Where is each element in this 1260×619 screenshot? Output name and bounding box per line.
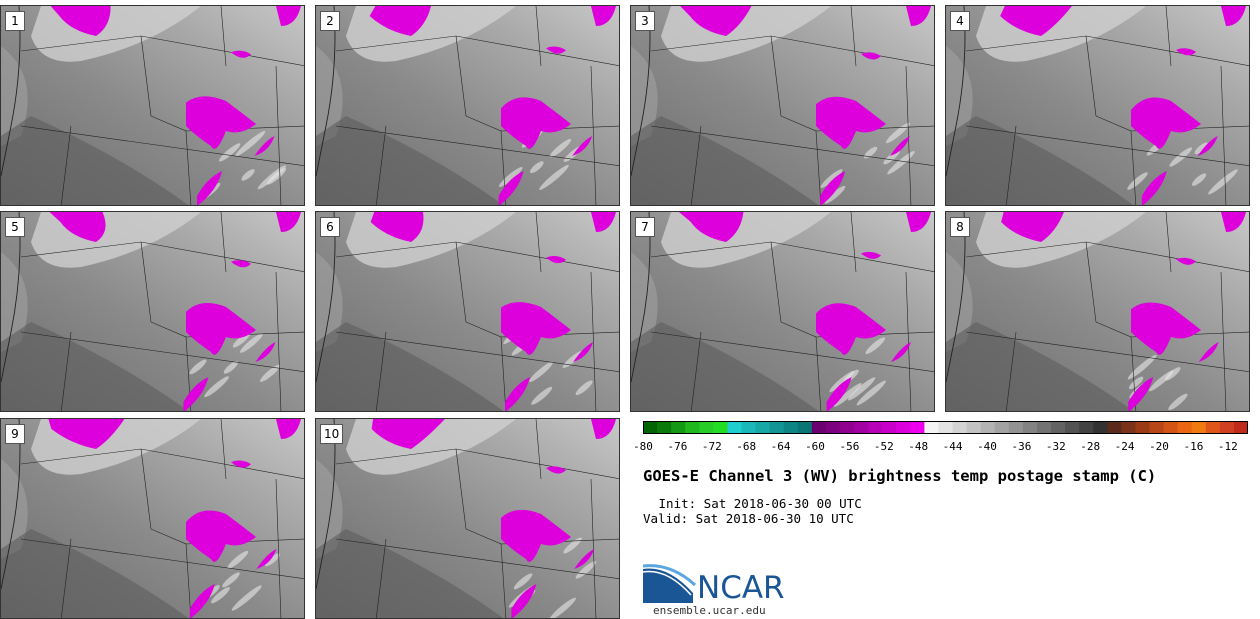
colorbar-swatch xyxy=(896,421,911,434)
valid-time: Valid: Sat 2018-06-30 10 UTC xyxy=(643,511,854,526)
colorbar-tick-label: -44 xyxy=(942,440,963,453)
panel-number-label: 5 xyxy=(5,217,25,237)
colorbar-swatch xyxy=(910,421,925,434)
colorbar-swatch xyxy=(924,421,939,434)
colorbar-swatch xyxy=(1149,421,1165,434)
colorbar-swatch xyxy=(1093,421,1108,434)
colorbar-swatch xyxy=(699,421,714,434)
colorbar-swatch xyxy=(1233,421,1248,434)
colorbar-swatch xyxy=(980,421,996,434)
colorbar-swatch xyxy=(1191,421,1207,434)
colorbar-tick-labels: -80 -76 -72 -68 -64 -60 -56 -52 -48 -44 -40 -36 -32 -… xyxy=(633,440,1255,456)
colorbar-swatch xyxy=(1065,421,1080,434)
panel-number-label: 3 xyxy=(635,11,655,31)
colorbar-tick-label: -36 xyxy=(1011,440,1032,453)
colorbar-swatch xyxy=(685,421,700,434)
colorbar-swatch xyxy=(713,421,728,434)
ncar-logo-text: NCAR xyxy=(697,570,785,606)
colorbar-swatch xyxy=(741,421,757,434)
colorbar-swatch xyxy=(769,421,785,434)
colorbar-swatch xyxy=(1219,421,1235,434)
panel-number-label: 1 xyxy=(5,11,25,31)
panel-number-label: 8 xyxy=(950,217,970,237)
colorbar-tick-label: -28 xyxy=(1080,440,1101,453)
colorbar-swatch xyxy=(1008,421,1024,434)
map-panel: 5 xyxy=(0,211,305,412)
colorbar-tick-label: -72 xyxy=(701,440,722,453)
map-panel: 4 xyxy=(945,5,1250,206)
colorbar-tick-label: -24 xyxy=(1114,440,1135,453)
colorbar-swatch xyxy=(1079,421,1094,434)
colorbar-swatch xyxy=(727,421,742,434)
colorbar-swatch xyxy=(868,421,883,434)
colorbar-swatch xyxy=(1121,421,1136,434)
panel-number-label: 10 xyxy=(320,424,344,444)
panel-number-label: 2 xyxy=(320,11,340,31)
map-panel: 1 xyxy=(0,5,305,206)
colorbar-swatch xyxy=(783,421,799,434)
ncar-logo-icon xyxy=(643,564,697,603)
colorbar-swatch xyxy=(1107,421,1122,434)
colorbar-tick-label: -48 xyxy=(908,440,929,453)
colorbar-swatch xyxy=(882,421,897,434)
colorbar-tick-label: -32 xyxy=(1045,440,1066,453)
colorbar-tick-label: -52 xyxy=(873,440,894,453)
colorbar-tick-label: -40 xyxy=(977,440,997,453)
colorbar-swatch xyxy=(1205,421,1221,434)
panel-number-label: 4 xyxy=(950,11,970,31)
colorbar-swatch xyxy=(643,421,658,434)
map-panel: 2 xyxy=(315,5,620,206)
colorbar-tick-label: -80 xyxy=(633,440,653,453)
colorbar-swatch xyxy=(1036,421,1052,434)
colorbar-swatch xyxy=(1051,421,1066,434)
colorbar-swatch xyxy=(966,421,982,434)
panel-number-label: 7 xyxy=(635,217,655,237)
panel-number-label: 6 xyxy=(320,217,340,237)
figure-title: GOES-E Channel 3 (WV) brightness temp po… xyxy=(643,467,1157,485)
colorbar-tick-label: -12 xyxy=(1217,440,1238,453)
colorbar-swatch xyxy=(839,421,855,434)
colorbar-tick-label: -16 xyxy=(1183,440,1204,453)
map-panel: 7 xyxy=(630,211,935,412)
map-panel: 9 xyxy=(0,418,305,619)
colorbar-swatch xyxy=(938,421,954,434)
colorbar-swatch xyxy=(755,421,771,434)
colorbar-tick-label: -60 xyxy=(805,440,825,453)
panel-number-label: 9 xyxy=(5,424,25,444)
colorbar xyxy=(643,421,1248,434)
colorbar-tick-label: -68 xyxy=(736,440,757,453)
colorbar-swatch xyxy=(854,421,869,434)
colorbar-swatch xyxy=(952,421,968,434)
colorbar-tick-label: -56 xyxy=(839,440,860,453)
map-panel: 3 xyxy=(630,5,935,206)
colorbar-swatch xyxy=(994,421,1010,434)
colorbar-swatch xyxy=(1022,421,1038,434)
colorbar-swatch xyxy=(811,421,827,434)
colorbar-swatch xyxy=(1163,421,1179,434)
colorbar-swatch xyxy=(797,421,813,434)
init-time: Init: Sat 2018-06-30 00 UTC xyxy=(651,496,862,511)
website-text: ensemble.ucar.edu xyxy=(653,604,766,617)
colorbar-tick-label: -20 xyxy=(1149,440,1169,453)
map-panel: 10 xyxy=(315,418,620,619)
colorbar-swatch xyxy=(657,421,672,434)
colorbar-swatch xyxy=(1135,421,1151,434)
colorbar-tick-label: -76 xyxy=(667,440,688,453)
colorbar-swatch xyxy=(825,421,841,434)
colorbar-tick-label: -64 xyxy=(770,440,791,453)
map-panel: 8 xyxy=(945,211,1250,412)
map-panel: 6 xyxy=(315,211,620,412)
colorbar-swatch xyxy=(1177,421,1193,434)
colorbar-swatch xyxy=(671,421,686,434)
